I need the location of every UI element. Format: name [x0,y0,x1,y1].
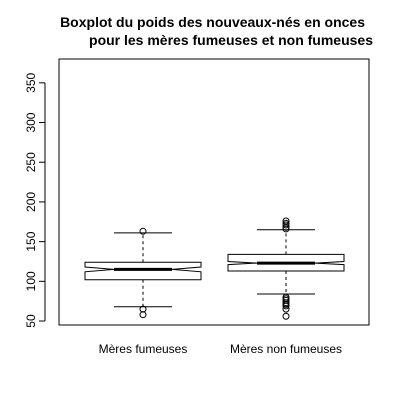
chart-title-line-2: pour les mères fumeuses et non fumeuses [89,32,373,48]
outlier-point-3 [139,311,147,319]
outlier-point-12 [282,305,290,313]
notched-box [84,261,202,281]
chart-title-line-1: Boxplot du poids des nouveaux-nés en onc… [60,14,365,30]
y-tick-label-50: 50 [24,314,38,328]
outlier-point-5 [282,225,290,233]
y-tick-label-300: 300 [24,112,38,132]
outlier-point-1 [139,227,147,235]
outlier-point-11 [282,302,290,310]
x-category-label-1: Mères fumeuses [99,342,188,356]
outlier-point-3 [282,221,290,229]
y-tick-label-200: 200 [24,192,38,212]
x-axis-labels: Mères fumeuses Mères non fumeuses [99,342,342,356]
y-axis: 50 100 150 200 250 300 350 [24,72,45,328]
y-tick-label-150: 150 [24,231,38,251]
y-tick-label-250: 250 [24,152,38,172]
box-group-1 [84,227,202,319]
x-category-label-2: Mères non fumeuses [230,342,342,356]
plot-frame [58,58,370,326]
outlier-point-13 [282,312,290,320]
y-tick-label-350: 350 [24,72,38,92]
y-tick-label-100: 100 [24,271,38,291]
box-group-2 [227,217,345,320]
boxes-group [84,217,345,320]
